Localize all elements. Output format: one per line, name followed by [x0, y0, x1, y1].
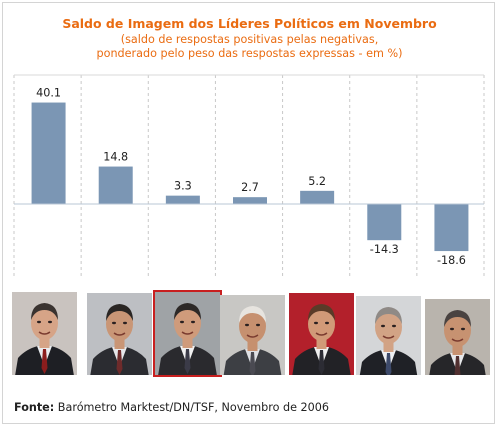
portrait-photo — [289, 293, 354, 375]
data-label: 40.1 — [36, 87, 61, 100]
chart-subtitle-line-2: ponderado pelo peso das respostas expres… — [96, 47, 403, 60]
portrait-photo — [220, 295, 285, 375]
data-label: 2.7 — [241, 181, 259, 194]
data-label: 14.8 — [103, 151, 128, 164]
data-label: 3.3 — [174, 180, 192, 193]
bar — [31, 102, 66, 204]
bar — [98, 166, 133, 204]
bar — [300, 190, 335, 204]
figure-frame — [2, 2, 495, 424]
chart-title: Saldo de Imagem dos Líderes Políticos em… — [62, 16, 437, 31]
bar — [434, 204, 469, 252]
bar — [233, 197, 267, 204]
data-label: -18.6 — [437, 254, 466, 267]
portrait-photo — [153, 290, 222, 377]
source-note: Fonte: Barómetro Marktest/DN/TSF, Novemb… — [14, 401, 329, 414]
portrait-photo — [356, 296, 421, 375]
portrait-photo — [12, 292, 77, 375]
portrait-photo — [425, 299, 490, 375]
chart-subtitle-line-1: (saldo de respostas positivas pelas nega… — [120, 33, 379, 46]
source-label: Fonte: — [14, 401, 55, 414]
portrait-photo — [87, 293, 152, 375]
data-label: -14.3 — [370, 243, 399, 256]
source-text: Barómetro Marktest/DN/TSF, Novembro de 2… — [54, 401, 330, 414]
bar — [165, 195, 200, 204]
data-label: 5.2 — [308, 175, 326, 188]
bar — [367, 204, 402, 241]
bar-chart: 40.1 14.8 3.3 2.7 5.2 -14.3 -18.6 — [13, 74, 485, 278]
